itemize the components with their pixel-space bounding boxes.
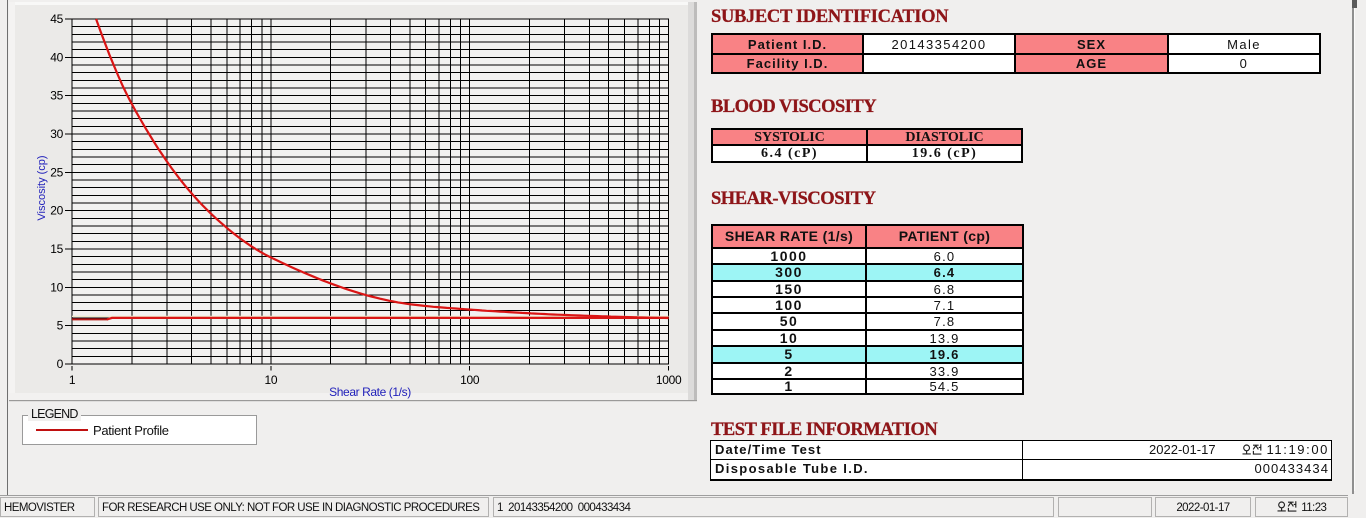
svg-text:45: 45 (50, 12, 63, 26)
svg-text:10: 10 (265, 373, 278, 387)
svg-text:1000: 1000 (656, 373, 682, 387)
svg-text:5: 5 (57, 319, 64, 333)
svg-text:10: 10 (50, 280, 63, 294)
svg-text:0: 0 (57, 357, 64, 371)
svg-text:1: 1 (69, 373, 76, 387)
svg-text:30: 30 (50, 127, 63, 141)
svg-text:15: 15 (50, 242, 63, 256)
svg-text:20: 20 (50, 204, 63, 218)
svg-text:100: 100 (460, 373, 480, 387)
svg-text:35: 35 (50, 89, 63, 103)
svg-text:40: 40 (50, 50, 63, 64)
svg-text:25: 25 (50, 165, 63, 179)
svg-text:Shear Rate (1/s): Shear Rate (1/s) (329, 385, 411, 399)
svg-text:Viscosity (cp): Viscosity (cp) (36, 155, 48, 220)
